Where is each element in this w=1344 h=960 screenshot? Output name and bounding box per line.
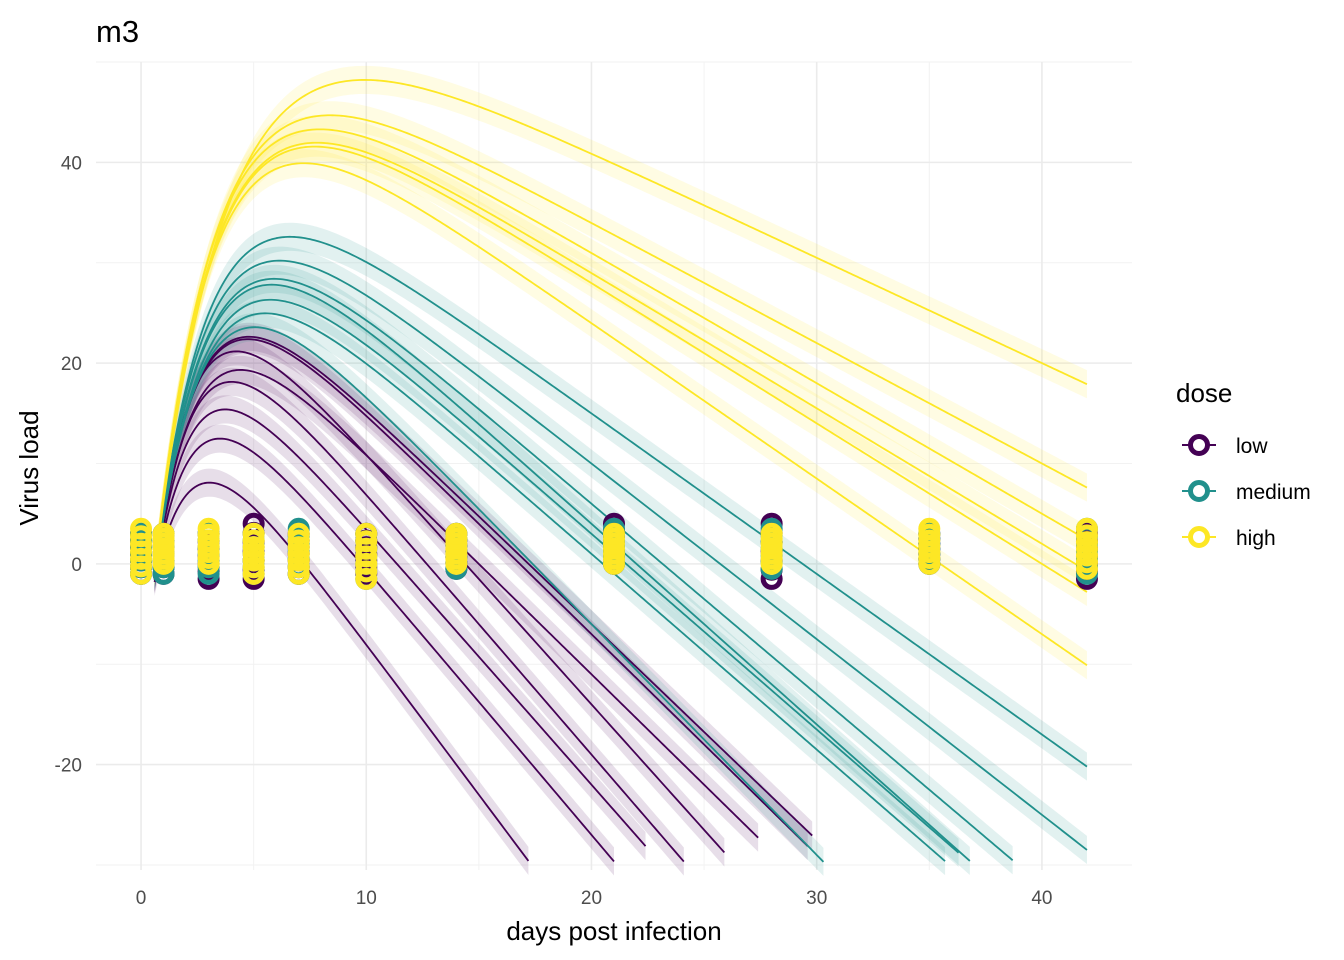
x-axis-title: days post infection	[506, 916, 721, 946]
medium-curve	[153, 235, 1088, 768]
legend-items: low medium high	[1182, 434, 1311, 550]
y-tick-label: -20	[55, 756, 82, 777]
high-observation-point	[603, 522, 625, 545]
low-curve	[153, 481, 530, 862]
legend-label-high: high	[1236, 527, 1276, 550]
y-tick-label: 20	[61, 354, 82, 375]
observation-points	[130, 512, 1098, 590]
x-tick-label: 40	[1031, 888, 1052, 909]
high-observation-point	[287, 522, 310, 545]
y-axis-title: Virus load	[14, 410, 44, 525]
medium-curve	[153, 277, 1014, 861]
legend-key-point-low	[1188, 434, 1210, 456]
y-tick-label: 40	[61, 153, 82, 174]
high-observation-point	[197, 517, 220, 540]
medium-curve	[153, 312, 946, 862]
x-tick-label: 30	[806, 888, 827, 909]
low-curve	[153, 335, 813, 837]
high-ribbon	[154, 65, 1087, 585]
high-observation-point	[130, 517, 153, 540]
high-observation-point	[242, 522, 265, 545]
high-curve	[153, 128, 1088, 572]
x-axis-ticks: 0 10 20 30 40	[136, 888, 1053, 909]
legend: dose low medium high	[1176, 378, 1311, 550]
high-ribbon	[154, 128, 1087, 587]
high-ribbon	[154, 149, 1087, 680]
low-curve	[153, 408, 647, 847]
x-tick-label: 0	[136, 888, 147, 909]
high-observation-point	[355, 530, 378, 553]
low-curve	[153, 380, 685, 863]
legend-key-point-high	[1188, 526, 1210, 548]
fitted-curves	[153, 79, 1088, 863]
high-observation-point	[355, 522, 378, 545]
legend-label-medium: medium	[1236, 481, 1311, 504]
medium-curve	[153, 298, 960, 854]
low-curve	[153, 338, 809, 847]
legend-title: dose	[1176, 378, 1232, 408]
high-observation-point	[760, 522, 783, 545]
high-observation-point	[445, 522, 468, 545]
low-curve	[153, 350, 726, 854]
high-observation-point	[152, 522, 175, 545]
high-curve	[153, 114, 1088, 572]
plot-title: m3	[96, 14, 139, 49]
high-observation-point	[918, 517, 941, 540]
high-observation-point	[1075, 517, 1098, 540]
medium-curve	[153, 283, 971, 862]
y-tick-label: 0	[71, 555, 82, 576]
minor-gridlines	[96, 61, 1132, 870]
high-curve	[153, 145, 1088, 593]
x-tick-label: 10	[356, 888, 377, 909]
medium-curve	[153, 259, 1088, 851]
legend-key-point-medium	[1188, 480, 1210, 502]
low-curve	[153, 437, 615, 863]
legend-label-low: low	[1236, 435, 1268, 458]
high-curve	[153, 79, 1088, 571]
high-curve	[153, 141, 1088, 573]
high-observation-point	[130, 525, 153, 548]
medium-curve	[153, 326, 825, 863]
x-tick-label: 20	[581, 888, 602, 909]
y-axis-ticks: -20 0 20 40	[55, 153, 82, 776]
